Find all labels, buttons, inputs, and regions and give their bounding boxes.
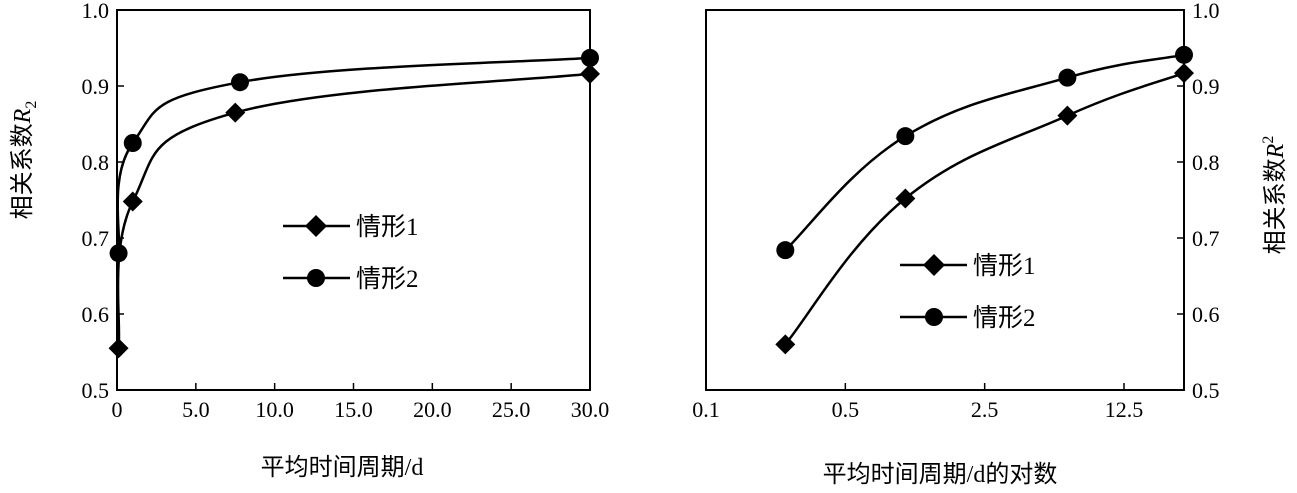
right-chart: 0.1 0.5 2.5 12.5 0.5 0.6 0.7 0.8 0.9 1.0 情形1 情形2…	[692, 0, 1289, 488]
y-tick-label: 0.8	[1192, 150, 1220, 175]
right-y-ticks: 0.5 0.6 0.7 0.8 0.9 1.0	[1177, 0, 1220, 403]
left-y-axis-title: 相关系数R2	[9, 101, 40, 220]
y-tick-label: 0.7	[82, 226, 110, 251]
y-tick-label: 0.6	[1192, 302, 1220, 327]
y-tick-label: 0.7	[1192, 226, 1220, 251]
data-point-diamond	[580, 63, 600, 84]
legend-label-case1: 情形1	[973, 252, 1036, 280]
x-tick-label: 0.1	[692, 397, 720, 422]
data-point-diamond	[1174, 63, 1194, 84]
x-tick-label: 30.0	[571, 397, 610, 422]
left-series	[108, 48, 600, 359]
left-x-axis-title: 平均时间周期/d	[261, 454, 424, 481]
data-point-circle	[1175, 45, 1193, 64]
data-point-circle	[109, 244, 128, 263]
right-legend: 情形1 情形2	[900, 252, 1036, 332]
circle-marker-icon	[925, 308, 943, 326]
data-point-circle	[581, 48, 599, 67]
right-series	[775, 45, 1194, 355]
series-line-1	[116, 72, 591, 349]
legend-label-case2: 情形2	[973, 304, 1036, 332]
data-point-diamond	[108, 338, 129, 359]
left-plot-frame	[116, 9, 591, 391]
x-tick-label: 2.5	[971, 397, 999, 422]
y-tick-label: 1.0	[1192, 0, 1220, 23]
x-tick-label: 10.0	[255, 397, 294, 422]
series-line-2	[116, 56, 591, 254]
left-x-ticks: 0 5.0 10.0 15.0 20.0 25.0 30.0	[112, 383, 610, 422]
data-point-diamond	[895, 188, 916, 209]
data-point-circle	[1058, 68, 1077, 87]
x-tick-label: 25.0	[492, 397, 531, 422]
data-point-diamond	[225, 102, 246, 123]
y-tick-label: 1.0	[82, 0, 110, 23]
circle-marker-icon	[307, 269, 325, 287]
right-plot-frame	[705, 9, 1185, 391]
x-tick-label: 20.0	[413, 397, 452, 422]
x-tick-label: 0	[112, 397, 123, 422]
legend-label-case1: 情形1	[356, 213, 419, 241]
y-tick-label: 0.5	[1192, 378, 1220, 403]
data-point-diamond	[775, 334, 796, 355]
series-line-2	[784, 53, 1185, 252]
left-y-ticks: 0.5 0.6 0.7 0.8 0.9 1.0	[82, 0, 124, 403]
right-x-axis-title: 平均时间周期/d的对数	[823, 461, 1058, 488]
diamond-marker-icon	[923, 254, 945, 276]
left-legend: 情形1 情形2	[283, 213, 419, 293]
y-tick-label: 0.8	[82, 150, 110, 175]
data-point-circle	[896, 127, 915, 146]
right-x-ticks: 0.1 0.5 2.5 12.5	[692, 383, 1143, 422]
y-tick-label: 0.5	[82, 378, 110, 403]
x-tick-label: 5.0	[182, 397, 210, 422]
y-tick-label: 0.9	[1192, 74, 1220, 99]
data-point-diamond	[122, 191, 143, 212]
diamond-marker-icon	[305, 215, 327, 237]
left-chart: 0 5.0 10.0 15.0 20.0 25.0 30.0 0.5 0.6 0.7 0.8 0.9…	[9, 0, 609, 481]
data-point-diamond	[1057, 105, 1078, 126]
right-y-axis-title: 相关系数R2	[1260, 136, 1289, 255]
data-point-circle	[123, 134, 142, 152]
y-tick-label: 0.9	[82, 74, 110, 99]
x-tick-label: 15.0	[334, 397, 373, 422]
data-point-circle	[230, 73, 249, 92]
y-tick-label: 0.6	[82, 302, 110, 327]
legend-label-case2: 情形2	[356, 265, 419, 293]
x-tick-label: 0.5	[832, 397, 860, 422]
x-tick-label: 12.5	[1105, 397, 1144, 422]
data-point-circle	[776, 241, 795, 260]
series-line-1	[784, 71, 1185, 346]
